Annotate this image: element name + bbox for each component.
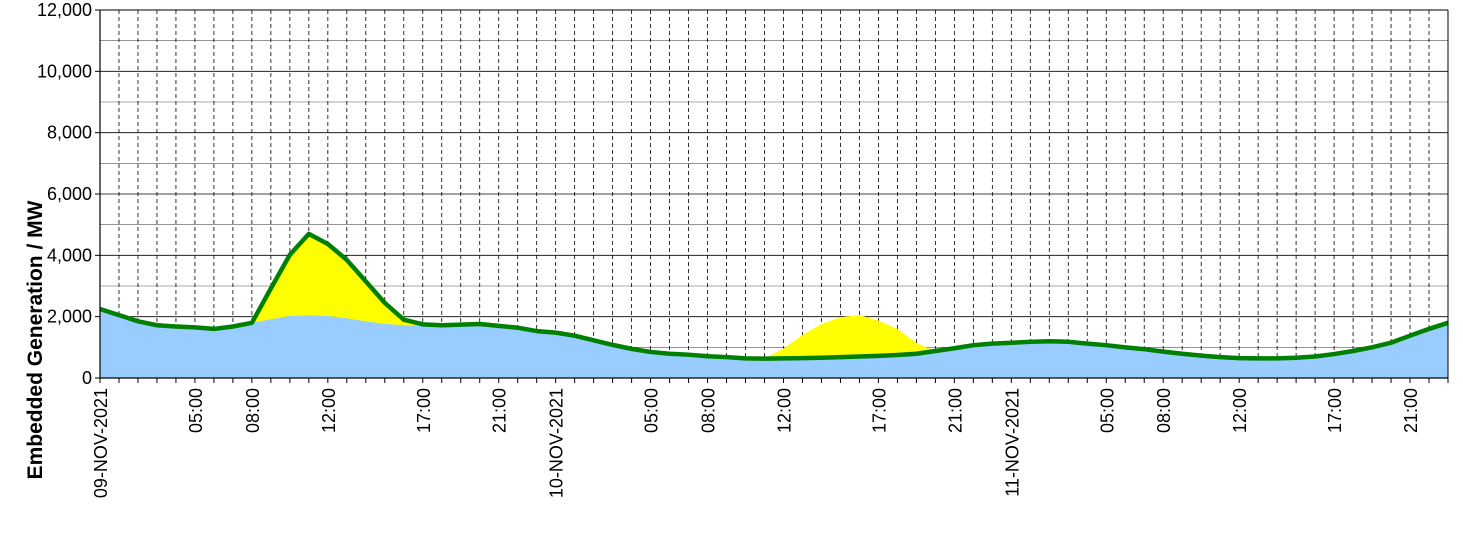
x-tick-label: 17:00: [1325, 388, 1345, 433]
x-tick-label: 11-NOV-2021: [1002, 388, 1022, 497]
x-tick-label: 12:00: [774, 388, 794, 433]
total-line-series: [99, 231, 1449, 361]
x-tick-label: 21:00: [1401, 388, 1421, 433]
x-tick-label: 05:00: [186, 388, 206, 433]
total-line: [99, 231, 1449, 361]
y-tick-label: 4,000: [47, 245, 92, 265]
y-tick-label: 6,000: [47, 184, 92, 204]
x-tick-label: 12:00: [1230, 388, 1250, 433]
area-series-2: [100, 232, 1448, 359]
y-tick-label: 10,000: [37, 61, 92, 81]
y-axis-ticks: 0 2,000 4,000 6,000 8,000 10,000 12,000: [37, 0, 100, 388]
vertical-gridlines: [118, 10, 1430, 378]
x-axis-ticks: 09-NOV-2021 05:00 08:00 12:00 17:00 21:00 10-N…: [91, 378, 1449, 498]
area-series-1: [100, 309, 1448, 378]
y-tick-label: 0: [82, 368, 92, 388]
x-tick-label: 08:00: [243, 388, 263, 433]
x-tick-label: 08:00: [1154, 388, 1174, 433]
y-tick-label: 8,000: [47, 123, 92, 143]
x-tick-label: 10-NOV-2021: [547, 388, 567, 498]
x-tick-label: 21:00: [945, 388, 965, 433]
x-tick-label: 17:00: [414, 388, 434, 433]
x-tick-label: 12:00: [319, 388, 339, 433]
y-tick-label: 2,000: [47, 307, 92, 327]
x-tick-label: 09-NOV-2021: [91, 388, 111, 498]
x-tick-label: 08:00: [699, 388, 719, 433]
y-axis-title: Embedded Generation / MW: [24, 200, 47, 479]
x-tick-label: 21:00: [490, 388, 510, 433]
x-tick-label: 17:00: [869, 388, 889, 433]
x-tick-label: 05:00: [1097, 388, 1117, 433]
y-tick-label: 12,000: [37, 0, 92, 20]
x-tick-label: 05:00: [642, 388, 662, 433]
